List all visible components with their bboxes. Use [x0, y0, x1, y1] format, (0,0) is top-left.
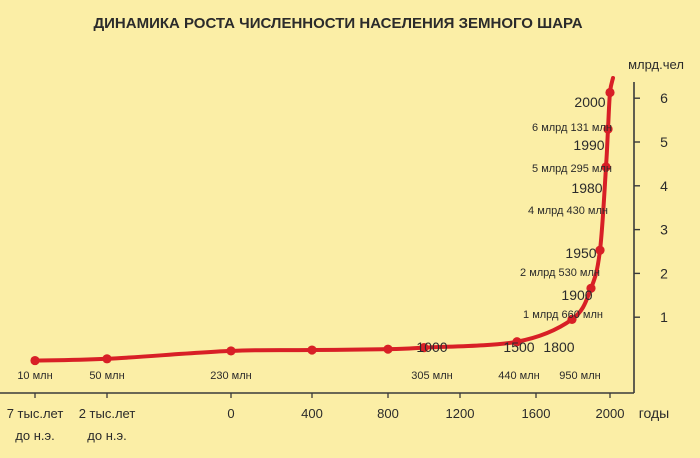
data-point [30, 355, 40, 366]
y-tick-label: 2 [660, 265, 668, 281]
year-label: 1900 [561, 287, 592, 303]
data-point [383, 344, 393, 354]
data-point [595, 245, 605, 255]
value-label: 10 млн [17, 370, 52, 382]
axes: млрд.чел годы 1 2 3 4 5 6 7 тыс.лет до н.э. 2 тыс.… [0, 57, 684, 443]
value-label: 305 млн [411, 370, 452, 382]
x-tick-label: 800 [377, 406, 399, 421]
value-label: 4 млрд 430 млн [528, 205, 608, 217]
data-point [307, 345, 317, 355]
x-tick-label: 1200 [446, 406, 475, 421]
data-point [419, 343, 429, 353]
value-label: 50 млн [89, 370, 124, 382]
year-label: 1000 [416, 339, 447, 355]
value-label: 2 млрд 530 млн [520, 267, 600, 279]
year-label: 1950 [565, 245, 596, 261]
x-tick-label: 400 [301, 406, 323, 421]
x-tick-label: 0 [227, 406, 234, 421]
y-tick-label: 5 [660, 134, 668, 150]
value-label: 5 млрд 295 млн [532, 163, 612, 175]
year-label: 1990 [573, 137, 604, 153]
value-label: 6 млрд 131 млн [532, 122, 612, 134]
y-tick-label: 6 [660, 90, 668, 106]
value-label: 230 млн [210, 370, 251, 382]
y-tick-label: 3 [660, 222, 668, 238]
series-layer [30, 76, 615, 366]
annotation-layer: 10 млн 50 млн 230 млн 305 млн 440 млн 950 млн… [17, 94, 612, 382]
year-label: 2000 [574, 94, 605, 110]
value-label: 1 млрд 660 млн [523, 309, 603, 321]
x-tick-label: 2000 [596, 406, 625, 421]
x-tick-label: 7 тыс.лет [7, 406, 64, 421]
x-tick-label: до н.э. [87, 428, 126, 443]
x-axis-label: годы [639, 405, 670, 421]
data-point [601, 162, 611, 172]
data-point [512, 337, 522, 347]
year-label: 1800 [543, 339, 574, 355]
y-tick-label: 4 [660, 178, 668, 194]
x-tick-label: 2 тыс.лет [79, 406, 136, 421]
y-axis-label: млрд.чел [628, 57, 684, 72]
value-label: 440 млн [498, 370, 539, 382]
value-label: 950 млн [559, 370, 600, 382]
year-label: 1980 [571, 180, 602, 196]
x-tick-label: до н.э. [15, 428, 54, 443]
chart-title: ДИНАМИКА РОСТА ЧИСЛЕННОСТИ НАСЕЛЕНИЯ ЗЕМ… [93, 15, 582, 32]
y-tick-label: 1 [660, 309, 668, 325]
data-point [102, 354, 112, 364]
year-label: 1500 [503, 339, 534, 355]
data-point [605, 87, 615, 98]
data-point [226, 346, 236, 356]
data-point [586, 283, 596, 293]
data-point [603, 124, 613, 134]
data-point [567, 314, 577, 324]
x-tick-label: 1600 [522, 406, 551, 421]
